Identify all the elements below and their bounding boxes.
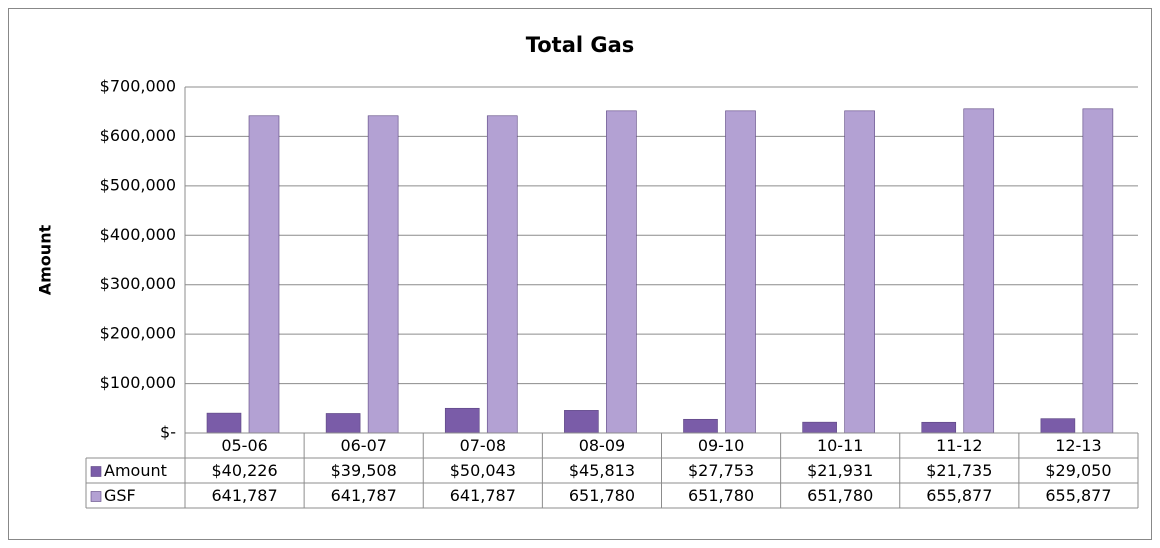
bar bbox=[206, 412, 242, 434]
bar bbox=[486, 115, 518, 434]
data-label: 651,780 bbox=[569, 486, 635, 505]
bar bbox=[564, 410, 599, 434]
bar bbox=[683, 418, 718, 434]
data-label: $21,735 bbox=[926, 461, 992, 480]
y-tick-label: $- bbox=[160, 423, 176, 442]
bar bbox=[248, 115, 280, 434]
data-label: 641,787 bbox=[331, 486, 397, 505]
bar bbox=[844, 110, 875, 434]
data-label: 641,787 bbox=[211, 486, 277, 505]
chart-border bbox=[8, 8, 1152, 540]
bar bbox=[367, 115, 399, 434]
x-tick-label: 12-13 bbox=[1055, 436, 1102, 455]
x-tick-label: 09-10 bbox=[698, 436, 745, 455]
x-tick-label: 06-07 bbox=[340, 436, 387, 455]
data-label: $29,050 bbox=[1045, 461, 1111, 480]
bar bbox=[963, 108, 995, 434]
y-tick-label: $300,000 bbox=[100, 274, 176, 293]
data-label: $40,226 bbox=[211, 461, 277, 480]
y-tick-label: $600,000 bbox=[100, 126, 176, 145]
y-tick-label: $200,000 bbox=[100, 324, 176, 343]
x-tick-label: 05-06 bbox=[221, 436, 268, 455]
data-label: 651,780 bbox=[807, 486, 873, 505]
data-label: $21,931 bbox=[807, 461, 873, 480]
data-label: 641,787 bbox=[450, 486, 516, 505]
legend-label: GSF bbox=[104, 486, 136, 505]
x-tick-label: 07-08 bbox=[460, 436, 507, 455]
bar bbox=[1040, 418, 1076, 434]
bar bbox=[1082, 108, 1114, 434]
y-tick-label: $700,000 bbox=[100, 77, 176, 96]
bar bbox=[921, 421, 957, 434]
x-tick-label: 11-12 bbox=[936, 436, 983, 455]
legend-swatch bbox=[90, 466, 102, 477]
bar bbox=[725, 110, 756, 434]
data-label: 655,877 bbox=[1045, 486, 1111, 505]
bar bbox=[802, 421, 837, 434]
chart-title: Total Gas bbox=[526, 33, 635, 57]
data-label: $39,508 bbox=[331, 461, 397, 480]
legend-label: Amount bbox=[104, 461, 167, 480]
data-label: $50,043 bbox=[450, 461, 516, 480]
x-tick-label: 08-09 bbox=[579, 436, 626, 455]
legend-swatch bbox=[90, 491, 102, 502]
y-axis-label: Amount bbox=[36, 224, 55, 295]
data-label: $27,753 bbox=[688, 461, 754, 480]
data-label: 651,780 bbox=[688, 486, 754, 505]
data-label: 655,877 bbox=[926, 486, 992, 505]
bar bbox=[325, 413, 361, 434]
y-tick-label: $100,000 bbox=[100, 373, 176, 392]
x-tick-label: 10-11 bbox=[817, 436, 864, 455]
data-label: $45,813 bbox=[569, 461, 635, 480]
y-tick-label: $400,000 bbox=[100, 225, 176, 244]
y-tick-label: $500,000 bbox=[100, 175, 176, 194]
bar bbox=[606, 110, 637, 434]
bar bbox=[444, 407, 480, 434]
